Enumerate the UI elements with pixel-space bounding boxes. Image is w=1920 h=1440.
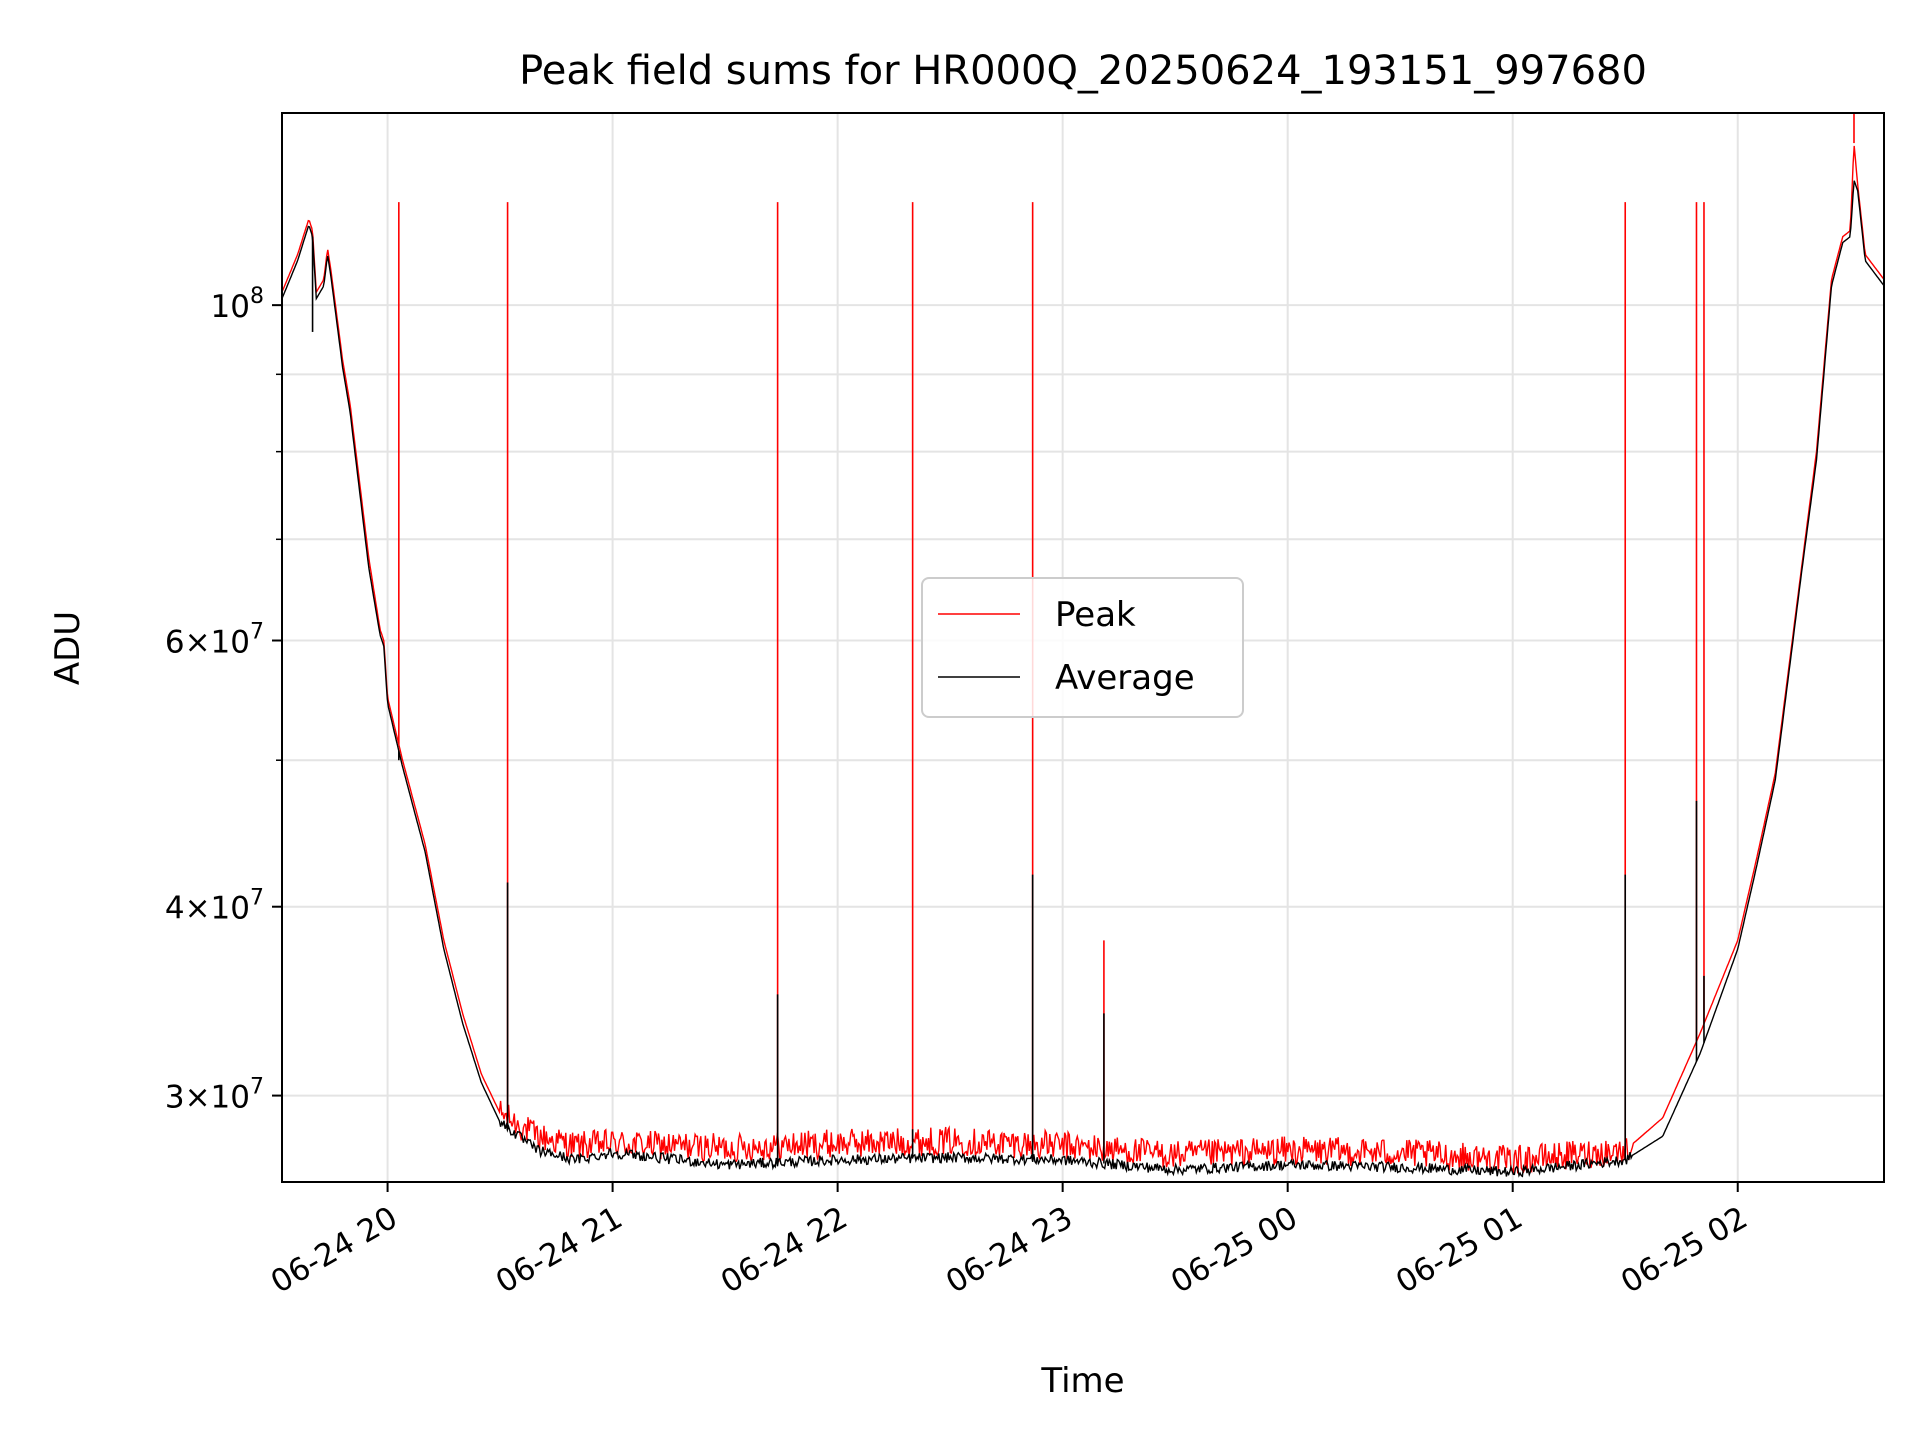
legend-label-peak: Peak <box>1055 595 1136 635</box>
y-axis-label: ADU <box>48 611 88 685</box>
legend: Peak Average <box>921 577 1244 718</box>
legend-label-average: Average <box>1055 658 1195 698</box>
x-axis-label: Time <box>1040 1361 1124 1401</box>
series-average <box>281 180 1885 1178</box>
legend-box <box>921 577 1244 718</box>
grid <box>282 113 1884 1182</box>
chart-title: Peak field sums for HR000Q_20250624_1931… <box>519 48 1647 94</box>
plot-frame <box>281 112 1885 1183</box>
y-tick-label: 108 <box>211 284 264 325</box>
y-tick-label: 4×107 <box>165 886 264 927</box>
series-layer <box>281 113 1885 1178</box>
y-tick-label: 6×107 <box>165 620 264 661</box>
series-line <box>281 145 1885 1174</box>
y-tick-label: 3×107 <box>165 1075 264 1116</box>
series-line <box>281 180 1885 1178</box>
y-axis: 3×107 4×107 6×107 108 <box>165 284 282 1116</box>
